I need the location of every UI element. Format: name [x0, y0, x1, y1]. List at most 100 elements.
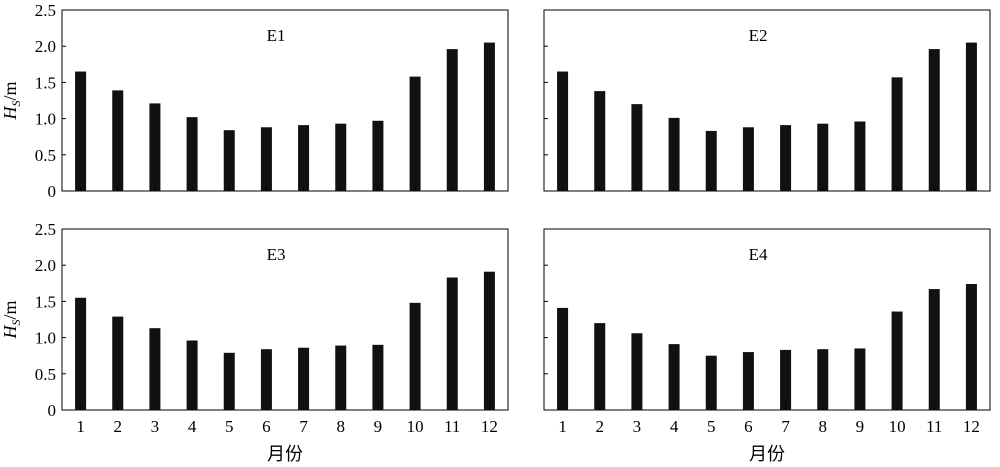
bar-11	[446, 277, 458, 410]
y-tick-label: 1.0	[35, 110, 56, 129]
bar-7	[780, 125, 792, 191]
y-tick-label: 0	[48, 182, 57, 201]
bar-3	[149, 103, 161, 191]
panel-label: E4	[749, 245, 768, 264]
x-tick-label: 10	[889, 417, 906, 436]
bar-12	[965, 42, 977, 191]
chart-panel-1: 0 0.5 1.0 1.5 2.0 2.5 E1 HS/m	[0, 1, 509, 201]
y-tick-label: 0	[48, 401, 57, 420]
bar-3	[149, 328, 161, 410]
panel-label: E1	[267, 26, 286, 45]
bar-2	[594, 91, 606, 191]
bar-5	[223, 130, 235, 191]
x-tick-label: 6	[262, 417, 271, 436]
bar-4	[186, 340, 198, 410]
plot-frame	[61, 9, 509, 192]
x-tick-label: 12	[963, 417, 980, 436]
bar-3	[631, 104, 643, 191]
bar-5	[223, 352, 235, 410]
bar-8	[335, 123, 347, 191]
x-tick-label: 8	[337, 417, 346, 436]
x-tick-label: 11	[926, 417, 942, 436]
x-tick-label: 9	[374, 417, 383, 436]
x-tick-label: 2	[596, 417, 605, 436]
bar-5	[705, 355, 717, 410]
bar-8	[817, 349, 829, 410]
x-tick-label: 9	[856, 417, 865, 436]
bar-6	[260, 127, 272, 191]
y-tick-label: 1.5	[35, 73, 56, 92]
bar-1	[557, 307, 569, 410]
bar-1	[75, 297, 87, 410]
plot-frame	[61, 228, 509, 411]
bar-9	[372, 344, 384, 410]
y-tick-label: 0.5	[35, 146, 56, 165]
bar-12	[483, 271, 495, 410]
x-tick-label: 3	[633, 417, 642, 436]
y-axis-title: HS/m	[0, 300, 23, 339]
x-tick-label: 12	[481, 417, 498, 436]
bar-2	[112, 316, 124, 410]
y-tick-label: 1.0	[35, 329, 56, 348]
bar-10	[409, 76, 421, 191]
bar-4	[668, 344, 680, 410]
bar-7	[298, 347, 310, 410]
x-tick-label: 10	[407, 417, 424, 436]
bar-11	[928, 289, 940, 410]
bar-8	[335, 345, 347, 410]
y-tick-label: 0.5	[35, 365, 56, 384]
bar-9	[854, 348, 866, 410]
bar-5	[705, 130, 717, 191]
bar-10	[409, 302, 421, 410]
y-tick-label: 2.5	[35, 1, 56, 20]
x-tick-label: 7	[781, 417, 790, 436]
x-axis-title: 月份	[749, 444, 785, 465]
bar-11	[446, 49, 458, 191]
bar-7	[298, 125, 310, 191]
x-tick-label: 3	[151, 417, 160, 436]
x-tick-label: 7	[299, 417, 308, 436]
panel-label: E3	[267, 245, 286, 264]
y-tick-label: 2.5	[35, 220, 56, 239]
x-tick-label: 6	[744, 417, 753, 436]
bar-4	[186, 117, 198, 191]
x-tick-label: 2	[114, 417, 123, 436]
x-tick-label: 1	[76, 417, 85, 436]
bar-10	[891, 311, 903, 410]
bar-12	[483, 42, 495, 191]
y-tick-label: 1.5	[35, 292, 56, 311]
plot-frame	[543, 228, 991, 411]
bar-1	[75, 71, 87, 191]
bar-8	[817, 123, 829, 191]
bar-6	[742, 352, 754, 410]
y-axis-title: HS/m	[0, 81, 23, 120]
x-axis-title: 月份	[267, 444, 303, 465]
chart-panel-2: E2	[543, 9, 991, 192]
y-tick-label: 2.0	[35, 256, 56, 275]
bar-9	[372, 120, 384, 191]
bar-2	[594, 323, 606, 410]
bar-2	[112, 90, 124, 191]
plot-frame	[543, 9, 991, 192]
bar-12	[965, 284, 977, 410]
x-tick-label: 11	[444, 417, 460, 436]
bar-1	[557, 71, 569, 191]
bar-10	[891, 77, 903, 191]
x-tick-label: 5	[707, 417, 716, 436]
x-tick-label: 1	[558, 417, 567, 436]
bar-3	[631, 333, 643, 410]
bar-4	[668, 117, 680, 191]
bar-6	[260, 349, 272, 410]
panel-label: E2	[749, 26, 768, 45]
x-tick-label: 5	[225, 417, 234, 436]
bar-11	[928, 49, 940, 191]
x-tick-label: 4	[670, 417, 679, 436]
x-tick-label: 8	[819, 417, 828, 436]
bar-6	[742, 127, 754, 191]
bar-9	[854, 121, 866, 191]
y-tick-label: 2.0	[35, 37, 56, 56]
bar-7	[780, 349, 792, 410]
